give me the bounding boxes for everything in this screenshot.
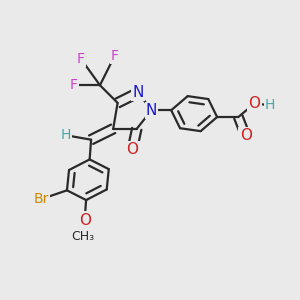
Text: H: H: [61, 128, 71, 142]
Text: O: O: [248, 96, 260, 111]
Text: F: F: [69, 78, 77, 92]
Text: F: F: [77, 52, 85, 66]
Text: O: O: [79, 213, 91, 228]
Text: O: O: [240, 128, 252, 143]
Text: O: O: [126, 142, 138, 157]
Text: H: H: [265, 98, 275, 112]
Text: N: N: [133, 85, 144, 100]
Text: F: F: [111, 49, 119, 63]
Text: N: N: [146, 103, 157, 118]
Text: Br: Br: [33, 192, 49, 206]
Text: CH₃: CH₃: [71, 230, 94, 243]
